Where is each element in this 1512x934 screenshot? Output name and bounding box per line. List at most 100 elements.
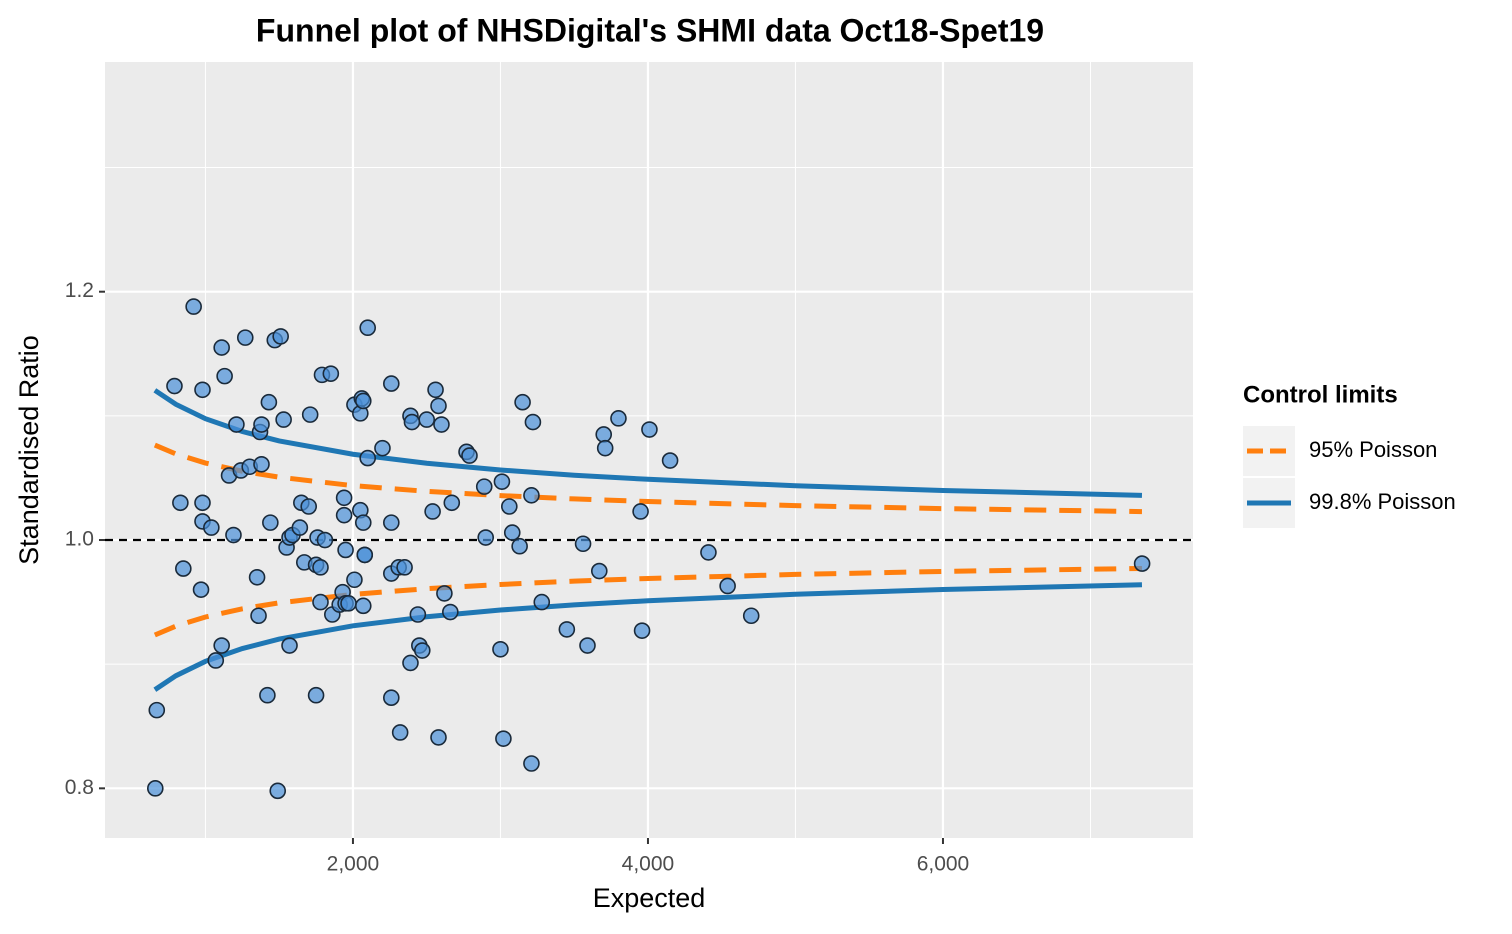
data-point [359, 449, 377, 467]
y-axis-title: Standardised Ratio [14, 335, 44, 565]
data-point [524, 413, 542, 431]
data-point [346, 571, 363, 589]
data-point [523, 487, 540, 504]
y-tick-label: 0.8 [65, 776, 94, 799]
data-point [443, 494, 461, 512]
data-point [436, 585, 453, 602]
control-limit-line [153, 582, 1143, 692]
data-point [579, 637, 596, 654]
data-point [511, 537, 528, 555]
data-point [523, 755, 540, 772]
data-point [356, 546, 374, 564]
data-point [260, 393, 278, 411]
data-point [300, 498, 318, 515]
data-point [213, 339, 230, 356]
x-axis-title: Expected [593, 883, 706, 913]
data-point [337, 541, 354, 559]
data-point [307, 686, 325, 704]
data-point [427, 381, 444, 399]
data-point [402, 654, 419, 672]
data-point [632, 503, 649, 520]
data-point [742, 607, 760, 625]
data-point [316, 531, 334, 549]
data-point [269, 782, 287, 800]
data-point [272, 328, 289, 345]
legend-label: 99.8% Poisson [1309, 489, 1456, 514]
data-point [148, 701, 166, 719]
data-point [322, 365, 340, 382]
control-limit-line [153, 442, 1142, 515]
data-point [533, 593, 551, 611]
data-point [610, 410, 627, 427]
data-point [641, 421, 658, 438]
data-point [403, 413, 421, 431]
x-tick-label: 2,000 [327, 853, 380, 876]
data-point [661, 452, 679, 469]
data-point [281, 637, 298, 654]
data-point [216, 367, 233, 385]
data-point [442, 603, 459, 621]
data-point [248, 568, 266, 586]
data-point [359, 319, 377, 337]
data-point [253, 416, 270, 433]
data-point [335, 489, 353, 507]
data-point [383, 375, 400, 392]
data-point [391, 724, 409, 741]
data-point [228, 416, 245, 433]
data-point [194, 381, 211, 399]
data-point [172, 494, 189, 512]
data-point [312, 593, 329, 611]
y-tick-label: 1.2 [65, 279, 94, 302]
y-tick-label: 1.0 [65, 528, 94, 551]
data-point [192, 581, 210, 598]
data-point [175, 560, 192, 577]
data-point [409, 606, 427, 623]
data-point [495, 730, 512, 747]
control-limit-line [153, 565, 1142, 638]
data-point [203, 519, 220, 536]
data-point [590, 562, 608, 580]
data-point [250, 607, 267, 625]
data-point [633, 622, 651, 639]
data-point [492, 640, 509, 658]
data-point [433, 416, 450, 433]
data-point [413, 642, 431, 659]
data-point [335, 506, 353, 524]
data-point [259, 686, 276, 704]
x-tick-label: 6,000 [917, 853, 970, 876]
data-point [430, 729, 447, 746]
data-point [374, 439, 391, 457]
data-point [225, 526, 242, 544]
data-point [236, 329, 254, 346]
data-point [430, 397, 447, 415]
data-point [493, 473, 511, 490]
data-point [166, 377, 183, 395]
data-point [340, 595, 357, 612]
data-point [354, 514, 372, 531]
data-point [396, 559, 413, 576]
data-point [574, 535, 592, 553]
data-point [291, 519, 309, 536]
data-point [1133, 555, 1151, 572]
data-point [719, 577, 736, 595]
data-point [383, 514, 400, 531]
data-point [558, 621, 576, 638]
data-point [354, 392, 372, 410]
data-point [383, 689, 400, 706]
data-point [275, 411, 292, 428]
data-point [312, 559, 329, 576]
data-point [596, 439, 614, 457]
legend-label: 95% Poisson [1309, 437, 1437, 462]
legend-title: Control limits [1243, 381, 1398, 408]
data-point [475, 478, 493, 495]
data-point [262, 514, 279, 531]
data-point [146, 780, 164, 797]
data-point [595, 426, 613, 443]
control-limit-line [153, 388, 1143, 498]
chart-title: Funnel plot of NHSDigital's SHMI data Oc… [256, 12, 1044, 48]
data-point [418, 411, 436, 428]
data-point [424, 503, 441, 520]
data-point [503, 524, 521, 541]
x-tick-label: 4,000 [622, 853, 675, 876]
